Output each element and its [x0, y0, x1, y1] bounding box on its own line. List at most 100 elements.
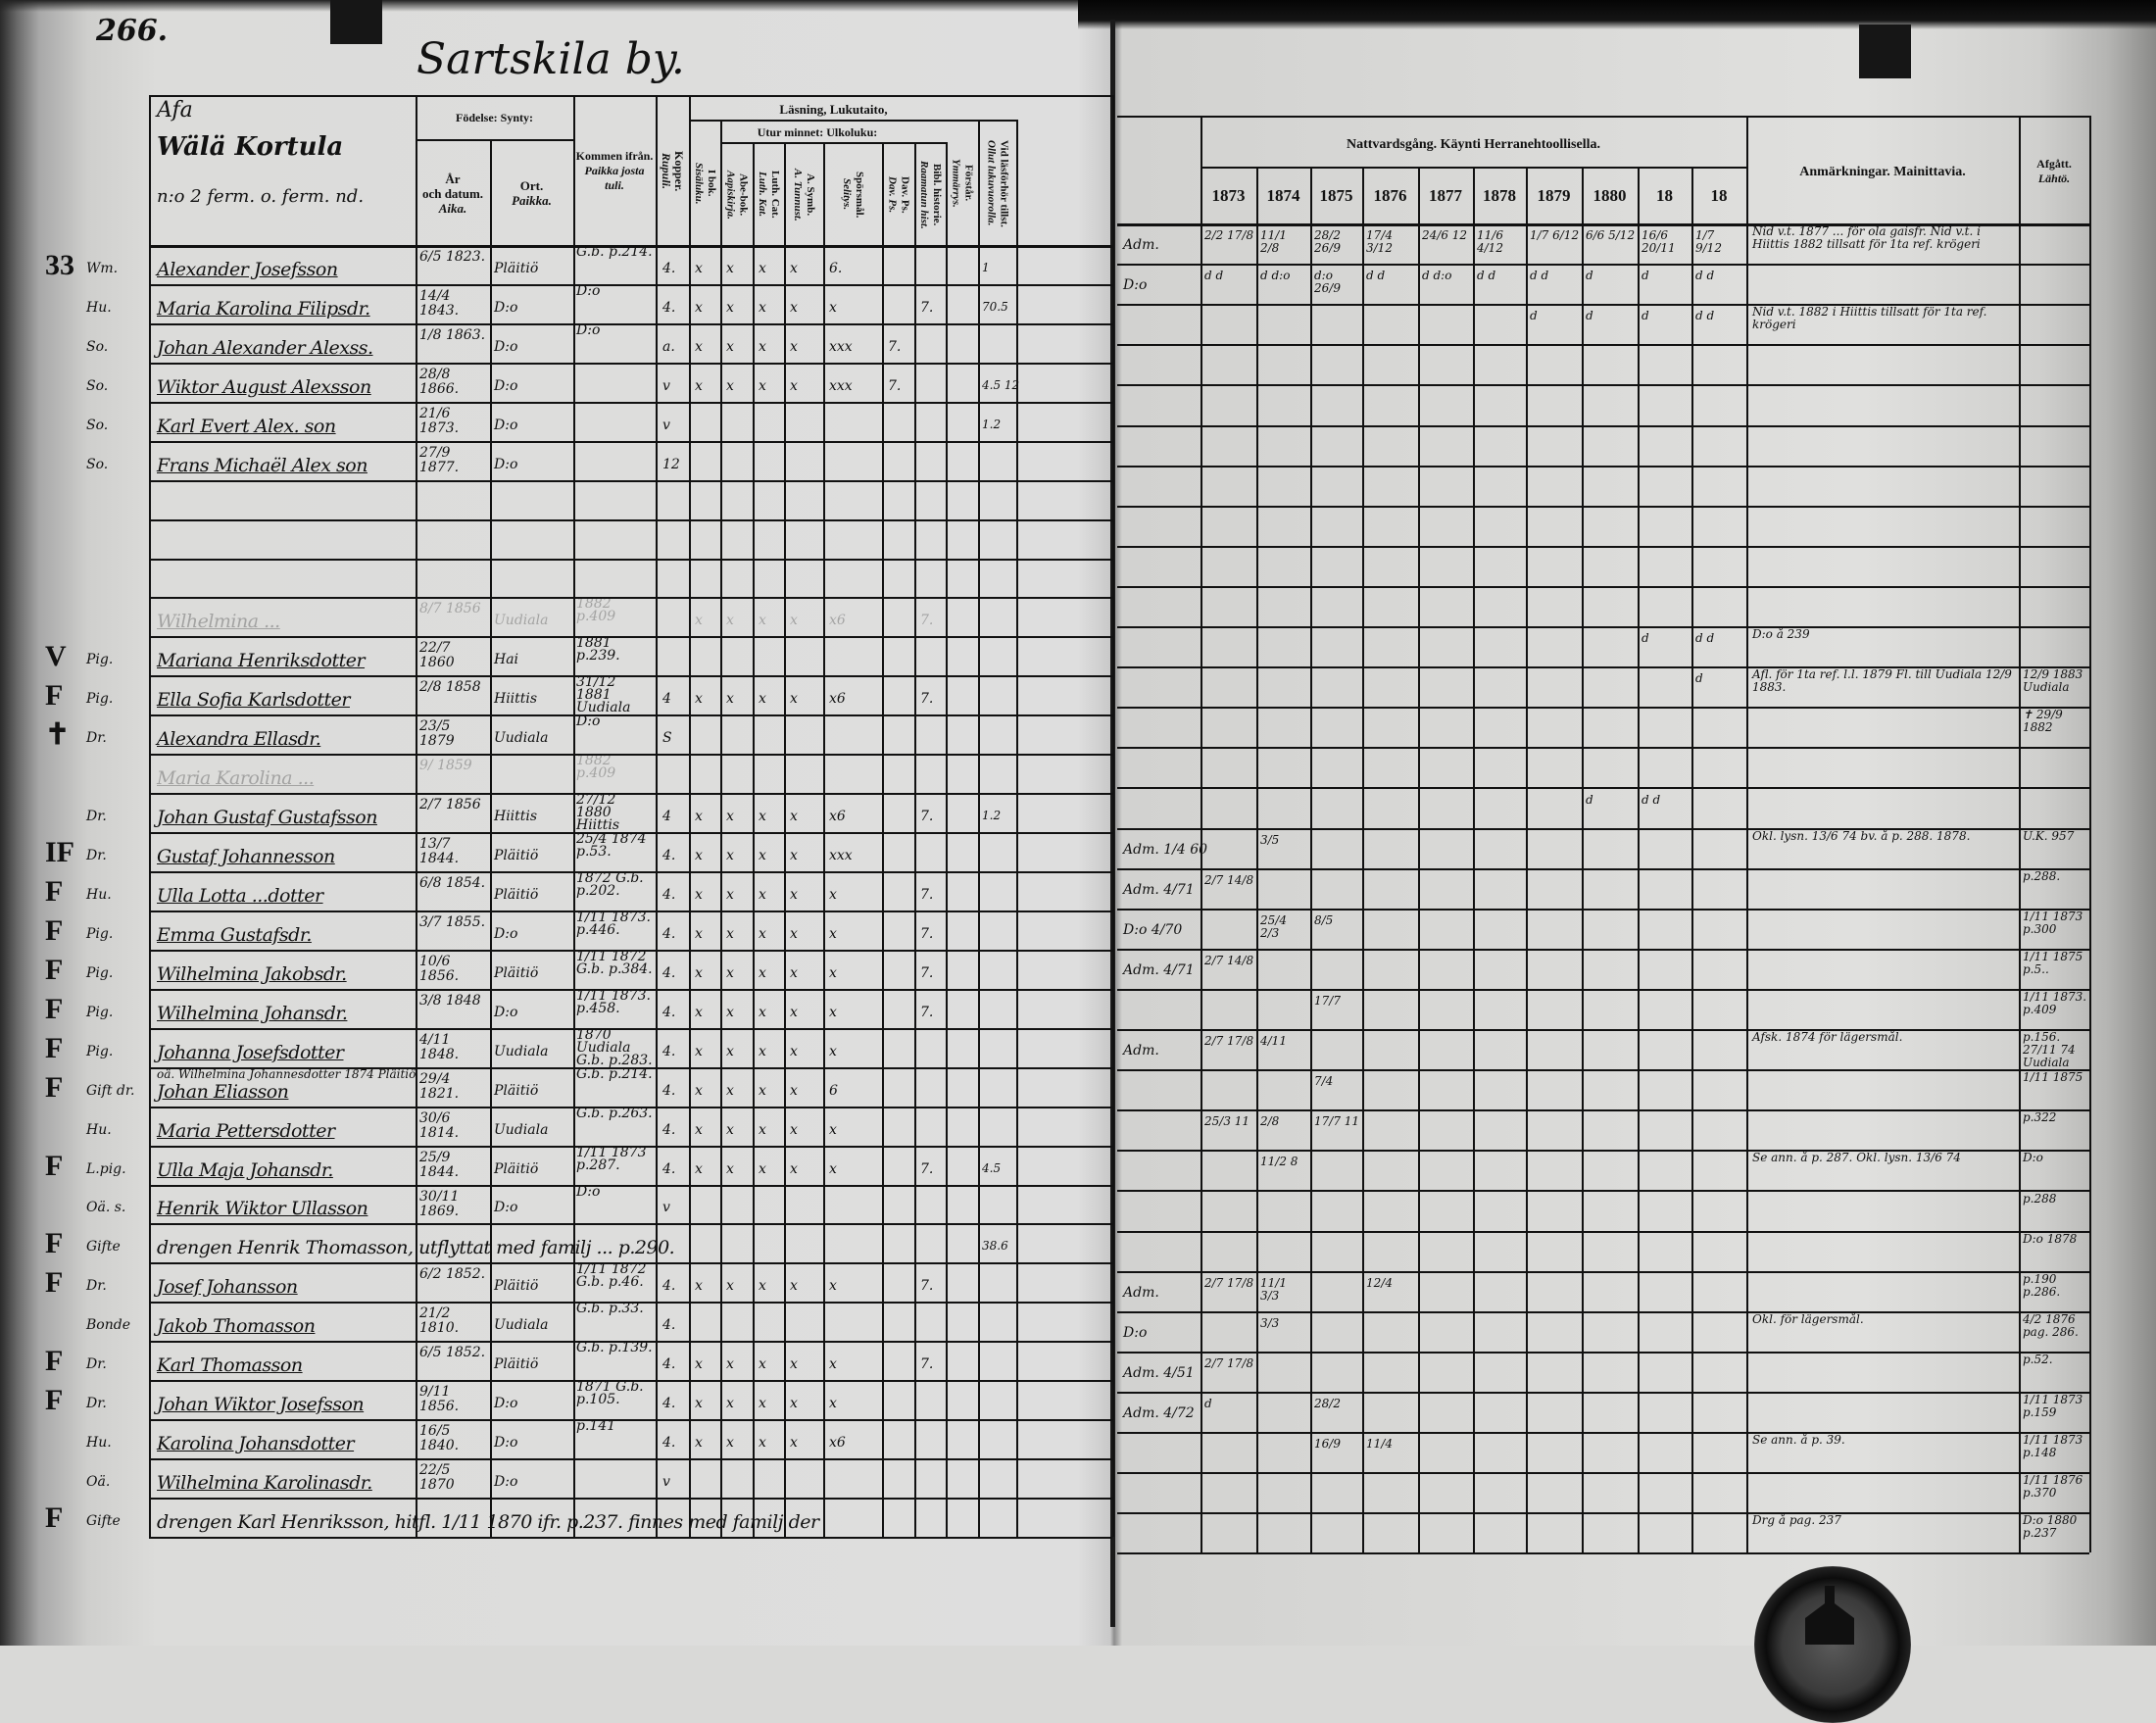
person-name: Gustaf Johannesson — [157, 846, 335, 868]
grid-vertical-line — [1200, 116, 1202, 1553]
reading-exam-mark: 1.2 — [982, 417, 1002, 431]
came-from: 1/11 1872 G.b. p.384. — [576, 948, 653, 977]
reading-mark: x — [790, 964, 798, 981]
person-name: Karl Evert Alex. son — [157, 415, 336, 437]
header-smallpox-fi: Rupuli. — [660, 152, 673, 190]
grid-vertical-line — [1310, 167, 1312, 1553]
header-year-1: 1874 — [1266, 185, 1300, 205]
reading-mark: x — [790, 613, 798, 629]
departed-note: 4/2 1876 pag. 286. — [2023, 1311, 2079, 1339]
birth-date: 10/6 1856. — [419, 953, 460, 984]
grid-vertical-line — [573, 95, 575, 1537]
reading-mark: x — [695, 1160, 703, 1177]
header-departed-sv: Afgått. — [2036, 157, 2072, 171]
birth-date: 30/6 1814. — [419, 1109, 460, 1141]
row-line-right — [1117, 1190, 2089, 1193]
came-from: D:o — [576, 321, 601, 338]
header-reading-col: Spörsmål. Selitys. — [823, 144, 882, 245]
birth-place: Pläitiö — [494, 1082, 539, 1099]
reading-mark: x — [726, 1043, 734, 1059]
grid-vertical-line — [1418, 167, 1420, 1553]
person-title: Pig. — [86, 964, 114, 981]
row-line-right — [1117, 666, 2089, 669]
reading-mark: x — [695, 848, 703, 864]
reading-mark: 7. — [920, 886, 934, 903]
row-line-left — [149, 597, 1112, 600]
admission-note: Adm. — [1123, 1284, 1159, 1301]
grid-vertical-line — [2089, 116, 2091, 1553]
header-year-date-sv: År — [445, 171, 461, 186]
header-reading-col-sv: Förstår. — [962, 165, 975, 202]
grid-vertical-line — [1473, 167, 1475, 1553]
birth-place: Uudiala — [494, 1317, 549, 1334]
communion-entry: 17/4 3/12 — [1366, 228, 1393, 256]
header-reading-col-sv: Dav. Ps. — [899, 175, 911, 214]
header-reading-col-sv: I bok. — [706, 170, 717, 197]
birth-place: Pläitiö — [494, 1356, 539, 1373]
row-line-left — [149, 988, 1112, 991]
header-name-line-2: Wälä Kortula — [157, 132, 344, 162]
remark: Se ann. å p. 287. Ökl. lysn. 13/6 74 — [1752, 1151, 1961, 1165]
departed-note: p.288 — [2023, 1191, 2057, 1206]
reading-mark: x — [726, 886, 734, 903]
grid-vertical-line — [416, 95, 417, 1537]
came-from: G.b. p.214. — [576, 244, 653, 260]
margin-mark: F — [45, 1149, 64, 1182]
communion-entry: 25/3 11 — [1204, 1114, 1250, 1129]
person-title: Gifte — [86, 1239, 121, 1255]
reading-mark: x — [759, 809, 766, 825]
communion-entry: d d — [1695, 631, 1715, 646]
reading-mark: x — [726, 1121, 734, 1138]
reading-mark: x — [790, 1396, 798, 1412]
reading-exam-mark: 38.6 — [982, 1239, 1008, 1254]
communion-entry: d d — [1366, 269, 1386, 283]
birth-place: D:o — [494, 1474, 518, 1491]
reading-mark: x — [759, 299, 766, 316]
reading-mark: x — [759, 925, 766, 942]
reading-mark: x — [726, 1396, 734, 1412]
reading-mark: x — [790, 1160, 798, 1177]
communion-entry: 25/4 2/3 — [1260, 912, 1287, 940]
header-reading-col-fi: Raamatun hist. — [918, 160, 930, 229]
reading-mark: x — [759, 886, 766, 903]
header-departed-fi: Lähtö. — [2037, 172, 2071, 185]
row-line-left — [149, 1027, 1112, 1030]
departed-note: p.322 — [2023, 1110, 2057, 1125]
person-title: Dr. — [86, 848, 107, 864]
departed-note: 1/11 1876 p.370 — [2023, 1473, 2083, 1501]
communion-entry: d — [1642, 631, 1649, 646]
birth-place: D:o — [494, 1396, 518, 1412]
admission-note: D:o — [1123, 277, 1148, 294]
departed-note: 1/11 1873 p.148 — [2023, 1433, 2083, 1460]
reading-mark: x — [790, 1356, 798, 1373]
header-reading-col: Dav. Ps. Dav. Ps. — [882, 144, 914, 245]
grid-reading-line — [689, 120, 1016, 122]
birth-date: 28/8 1866. — [419, 366, 460, 397]
birth-place: D:o — [494, 456, 518, 472]
row-line-right — [1117, 465, 2089, 468]
remark: Ökl. för lägersmål. — [1752, 1311, 1864, 1326]
header-reading-col-sv: Vid läsförhör tillst. — [998, 139, 1010, 227]
row-line-right — [1117, 1391, 2089, 1394]
row-line-left — [149, 1106, 1112, 1108]
person-name: Ulla Lotta ...dotter — [157, 884, 323, 907]
reading-mark: x — [790, 377, 798, 394]
reading-mark: x — [695, 1396, 703, 1412]
reading-mark: 7. — [920, 1004, 934, 1020]
smallpox-mark: 4. — [662, 1396, 676, 1412]
birth-date: 23/5 1879 — [419, 718, 455, 750]
admission-note: D:o — [1123, 1324, 1148, 1341]
person-title: So. — [86, 417, 109, 433]
row-line-left — [149, 479, 1112, 482]
person-name: Johan Wiktor Josefsson — [157, 1394, 365, 1416]
person-name: Mariana Henriksdotter — [157, 650, 366, 672]
grid-vertical-line — [1746, 116, 1748, 1553]
grid-vertical-line — [656, 95, 658, 1537]
birth-date: 30/11 1869. — [419, 1188, 460, 1219]
reading-mark: x — [829, 886, 837, 903]
reading-mark: x — [829, 964, 837, 981]
reading-mark: x — [759, 377, 766, 394]
communion-entry: 16/9 — [1314, 1437, 1341, 1452]
reading-mark: x — [726, 1278, 734, 1295]
margin-mark: F — [45, 913, 64, 947]
